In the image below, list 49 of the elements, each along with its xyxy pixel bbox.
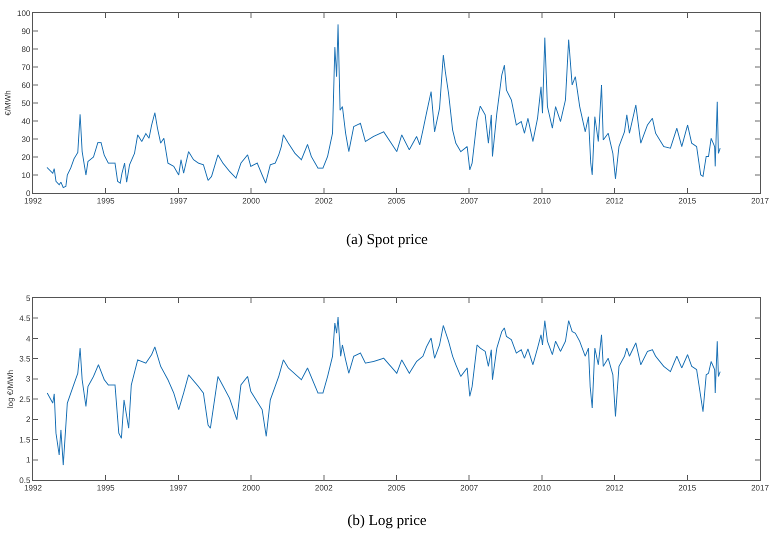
y-axis-title: log €/MWh <box>6 370 15 408</box>
line-series <box>46 24 721 188</box>
y-tick-label: 2.5 <box>19 394 31 404</box>
x-tick-label: 2000 <box>242 484 261 493</box>
y-tick-label: 60 <box>21 80 31 90</box>
x-tick-label: 2015 <box>678 484 697 493</box>
y-tick-label: 80 <box>21 44 31 54</box>
y-tick-label: 20 <box>21 152 31 162</box>
line-series <box>46 316 721 466</box>
x-tick-label: 2010 <box>533 484 552 493</box>
x-tick-label: 2002 <box>314 484 334 493</box>
x-tick-label: 2002 <box>314 196 334 206</box>
y-tick-label: 3 <box>26 374 31 384</box>
x-tick-label: 2007 <box>460 484 479 493</box>
x-tick-label: 1997 <box>170 484 188 493</box>
y-tick-label: 2 <box>26 415 31 424</box>
y-tick-label: 10 <box>21 170 31 180</box>
y-tick-label: 0 <box>26 188 31 198</box>
x-tick-label: 2005 <box>388 484 406 493</box>
x-tick-label: 2017 <box>751 484 770 493</box>
x-tick-label: 2017 <box>751 196 770 206</box>
x-tick-label: 1997 <box>170 196 188 206</box>
y-tick-label: 100 <box>17 8 31 18</box>
text: (a) Spot price <box>346 232 428 248</box>
x-tick-label: 2005 <box>388 196 406 206</box>
text: (b) Log price <box>347 512 427 529</box>
x-tick-label: 2010 <box>533 196 552 206</box>
x-tick-label: 2012 <box>606 196 624 206</box>
y-tick-label: 1 <box>26 456 31 465</box>
y-tick-label: 4.5 <box>19 314 31 324</box>
x-tick-label: 1992 <box>24 196 42 206</box>
y-tick-label: 3.5 <box>19 354 31 364</box>
y-tick-label: 1.5 <box>19 435 31 444</box>
y-tick-label: 90 <box>21 26 31 36</box>
x-tick-label: 1995 <box>96 196 116 206</box>
x-tick-label: 2015 <box>678 196 697 206</box>
x-tick-label: 2007 <box>460 196 479 206</box>
y-tick-label: 4 <box>26 334 31 344</box>
x-tick-label: 1995 <box>96 484 116 493</box>
y-tick-label: 40 <box>21 116 31 126</box>
y-axis-title: €/MWh <box>4 90 13 116</box>
y-tick-label: 0.5 <box>19 476 31 485</box>
x-tick-label: 1992 <box>24 484 42 493</box>
x-tick-label: 2000 <box>242 196 261 206</box>
y-tick-label: 70 <box>21 62 31 72</box>
x-tick-label: 2012 <box>606 484 624 493</box>
y-tick-label: 50 <box>21 98 31 108</box>
y-tick-label: 5 <box>26 294 31 303</box>
y-tick-label: 30 <box>21 134 31 144</box>
